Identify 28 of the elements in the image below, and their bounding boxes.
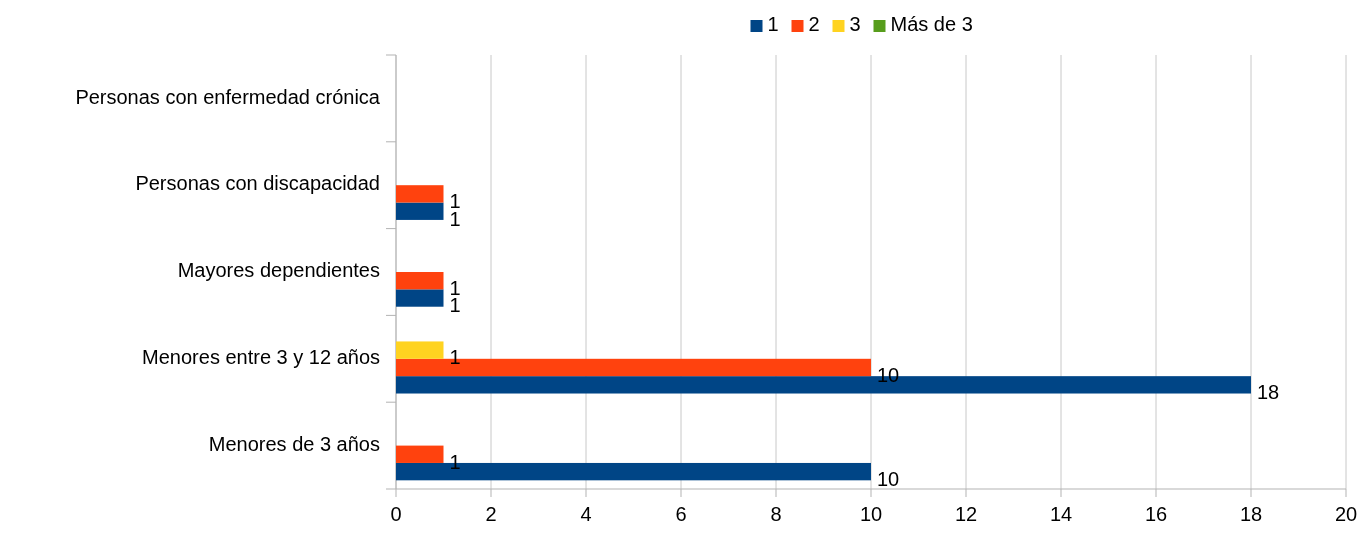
x-tick-label: 4: [580, 503, 592, 525]
y-tick-label: Menores de 3 años: [208, 432, 380, 455]
y-tick-label: Menores entre 3 y 12 años: [142, 346, 380, 369]
legend-label: 1: [767, 13, 779, 36]
x-tick-label: 20: [1334, 503, 1358, 525]
bar: [396, 445, 444, 463]
x-tick-label: 16: [1144, 503, 1168, 525]
y-tick-label: Personas con enfermedad crónica: [75, 85, 381, 108]
data-label: 18: [1257, 381, 1280, 404]
x-tick-label: 14: [1049, 503, 1073, 525]
y-tick-label: Personas con discapacidad: [135, 172, 380, 195]
data-label: 10: [877, 467, 900, 490]
x-tick-label: 10: [859, 503, 883, 525]
x-tick-label: 18: [1239, 503, 1263, 525]
x-tick-label: 8: [770, 503, 782, 525]
bar: [396, 202, 444, 220]
x-tick-label: 6: [675, 503, 687, 525]
legend-label: 2: [808, 13, 820, 36]
x-tick-label: 0: [390, 503, 402, 525]
bar: [396, 185, 444, 203]
y-tick-label: Mayores dependientes: [177, 259, 380, 282]
x-tick-label: 12: [954, 503, 978, 525]
bar: [396, 272, 444, 290]
x-tick-label: 2: [485, 503, 497, 525]
legend-label: 3: [849, 13, 861, 36]
bar: [396, 341, 444, 359]
bar: [396, 289, 444, 307]
legend-label: Más de 3: [890, 13, 973, 36]
